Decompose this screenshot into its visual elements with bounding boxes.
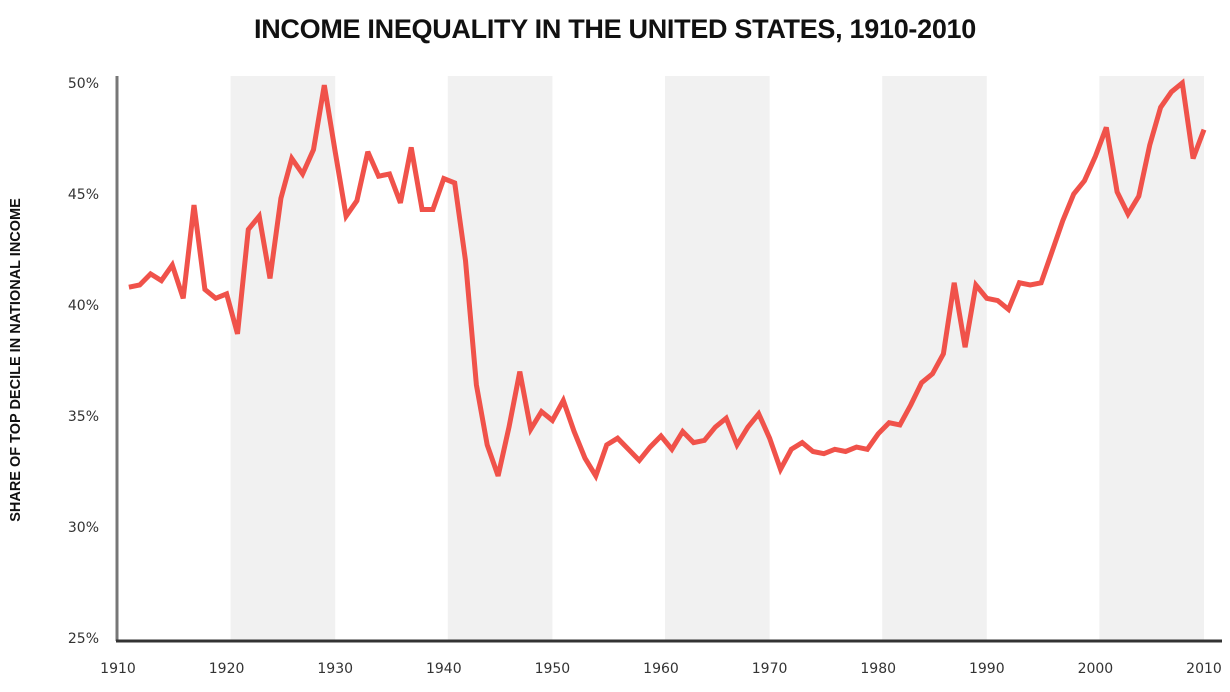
x-tick-label: 1910 bbox=[100, 661, 136, 677]
y-tick-label: 40% bbox=[68, 298, 99, 314]
x-tick-label: 1990 bbox=[969, 661, 1005, 677]
series-group bbox=[128, 78, 1207, 482]
shaded-band bbox=[447, 76, 553, 641]
y-tick-label: 50% bbox=[68, 76, 99, 92]
x-tick-label: 1980 bbox=[860, 661, 896, 677]
x-tick-label: 1950 bbox=[535, 661, 571, 677]
y-tick-label: 25% bbox=[68, 631, 99, 647]
series-line bbox=[128, 78, 1207, 482]
x-tick-label: 1940 bbox=[426, 661, 462, 677]
y-tick-label: 35% bbox=[68, 409, 99, 425]
x-tick-label: 2010 bbox=[1186, 661, 1222, 677]
y-tick-label: 30% bbox=[68, 520, 99, 536]
x-tick-label: 2000 bbox=[1078, 661, 1114, 677]
x-tick-label: 1960 bbox=[643, 661, 679, 677]
x-tick-label: 1970 bbox=[752, 661, 788, 677]
shaded-band bbox=[230, 76, 336, 641]
shaded-band bbox=[665, 76, 770, 641]
shaded-band bbox=[882, 76, 987, 641]
y-tick-labels: 25% 30% 35% 40% 45% 50% bbox=[68, 76, 99, 647]
shaded-bands bbox=[230, 76, 1204, 641]
x-tick-labels: 1910 1920 1930 1940 1950 1960 1970 1980 1990 2000… bbox=[100, 661, 1222, 677]
x-tick-label: 1930 bbox=[317, 661, 353, 677]
shaded-band bbox=[1099, 76, 1204, 641]
y-tick-label: 45% bbox=[68, 187, 99, 203]
chart-title: INCOME INEQUALITY IN THE UNITED STATES, … bbox=[254, 14, 976, 44]
x-tick-label: 1920 bbox=[209, 661, 245, 677]
